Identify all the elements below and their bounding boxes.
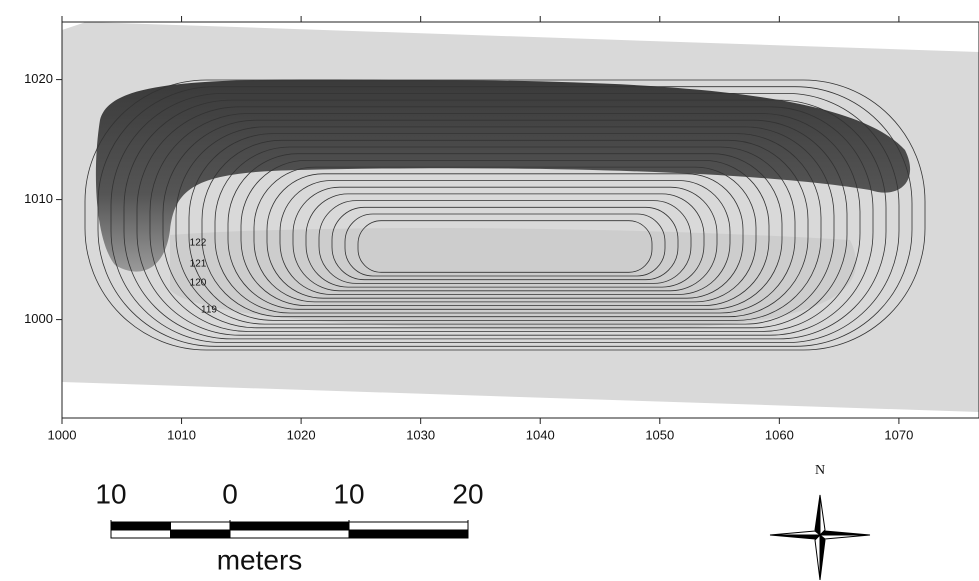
scale-segment	[171, 522, 231, 530]
hillshade	[62, 22, 979, 412]
scale-segment	[171, 530, 231, 538]
scale-label: 20	[452, 478, 483, 509]
scale-segment	[111, 530, 171, 538]
scale-label: 10	[95, 478, 126, 509]
x-tick-label: 1010	[167, 427, 196, 442]
x-tick-label: 1000	[48, 427, 77, 442]
scale-label: 10	[333, 478, 364, 509]
scale-segment	[349, 530, 468, 538]
y-tick-label: 1000	[24, 311, 53, 326]
north-label: N	[815, 463, 825, 478]
scale-segment	[230, 522, 349, 530]
contour-label: 121	[190, 259, 207, 270]
x-tick-label: 1030	[406, 427, 435, 442]
scale-segment	[111, 522, 171, 530]
slope-shade	[170, 228, 856, 330]
x-tick-label: 1060	[765, 427, 794, 442]
scale-label: 0	[222, 478, 238, 509]
scale-segment	[349, 522, 468, 530]
contour-label: 119	[201, 305, 217, 316]
y-tick-label: 1020	[24, 71, 53, 86]
y-tick-label: 1010	[24, 191, 53, 206]
x-tick-label: 1040	[526, 427, 555, 442]
contour-label: 120	[190, 278, 207, 289]
page: {"map": { "xlim": [1000, 1076.7], "ylim"…	[0, 0, 979, 581]
x-tick-label: 1020	[287, 427, 316, 442]
scale-unit: meters	[217, 544, 303, 575]
x-tick-label: 1070	[884, 427, 913, 442]
north-arrow: N	[770, 463, 870, 580]
x-tick-label: 1050	[645, 427, 674, 442]
contour-label: 122	[190, 238, 207, 249]
map-figure: N 10001010102010301040105010601070100010…	[0, 0, 979, 581]
scale-segment	[230, 530, 349, 538]
